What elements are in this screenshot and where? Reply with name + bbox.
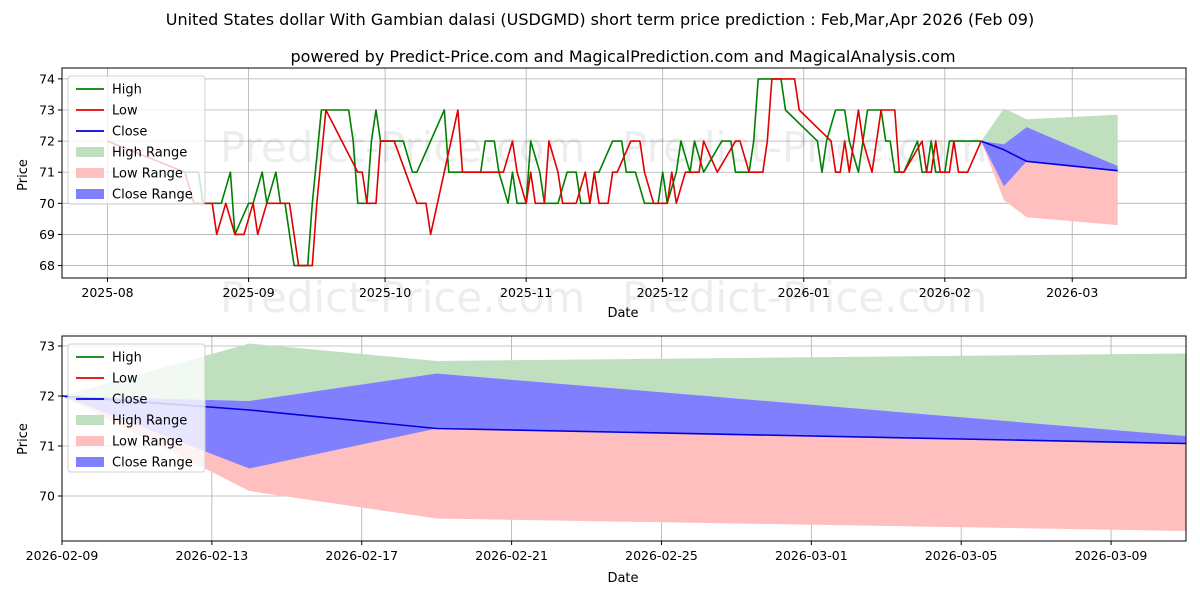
legend-label-high: High	[112, 351, 142, 366]
bottom-plot-frame	[61, 335, 1187, 542]
top-y-axis-label: Price	[16, 159, 31, 191]
top-watermarks: Predict-Price.com Predict-Price.com Pred…	[220, 123, 987, 322]
x-tick-label: 2026-03-01	[775, 548, 848, 563]
top-x-ticks: 2025-08 2025-09 2025-10 2025-11 2025-12 2026-…	[81, 278, 1098, 300]
close-range-area	[981, 127, 1118, 187]
legend-label-close_range: Close Range	[112, 188, 193, 203]
y-tick-label: 70	[39, 489, 55, 504]
low-range-area	[981, 141, 1118, 226]
legend-label-low_range: Low Range	[112, 167, 183, 182]
y-tick-label: 74	[39, 71, 55, 86]
x-tick-label: 2026-03-05	[925, 548, 998, 563]
legend-label-close: Close	[112, 125, 147, 140]
close-line	[980, 140, 1118, 172]
top-y-ticks: 68 69 70 71 72 73 74	[39, 71, 62, 273]
x-tick-label: 2026-03	[1046, 285, 1098, 300]
legend-label-low: Low	[112, 104, 138, 119]
x-tick-label: 2026-02-13	[176, 548, 249, 563]
y-tick-label: 72	[39, 134, 55, 149]
x-tick-label: 2026-02	[919, 285, 971, 300]
y-tick-label: 71	[39, 439, 55, 454]
top-forecast-areas	[981, 108, 1118, 226]
bottom-forecast-areas	[62, 343, 1186, 531]
x-tick-label: 2026-02-09	[26, 548, 99, 563]
bottom-legend: High Low Close High Range Low Range Close Ran…	[67, 343, 206, 473]
legend-label-high_range: High Range	[112, 146, 187, 161]
legend-swatch-close_range	[76, 457, 104, 467]
top-x-axis-label: Date	[607, 306, 638, 321]
high-line	[107, 78, 982, 267]
y-tick-label: 73	[39, 103, 55, 118]
low-line	[107, 78, 982, 267]
x-tick-label: 2026-02-21	[475, 548, 548, 563]
legend-label-close: Close	[112, 393, 147, 408]
x-tick-label: 2025-08	[81, 285, 133, 300]
high-range-area	[62, 343, 1186, 436]
y-tick-label: 70	[39, 196, 55, 211]
top-plot-frame	[61, 67, 1187, 279]
watermark-text: Predict-Price.com	[622, 273, 987, 322]
top-legend: High Low Close High Range Low Range Close Ran…	[67, 75, 206, 205]
x-tick-label: 2025-11	[500, 285, 552, 300]
y-tick-label: 72	[39, 389, 55, 404]
x-tick-label: 2026-01	[778, 285, 830, 300]
watermark-text: Predict-Price.com	[220, 273, 585, 322]
legend-label-high: High	[112, 83, 142, 98]
chart-subtitle: powered by Predict-Price.com and Magical…	[290, 47, 955, 66]
x-tick-label: 2026-03-09	[1075, 548, 1148, 563]
y-tick-label: 71	[39, 165, 55, 180]
bottom-y-ticks: 70 71 72 73	[39, 339, 62, 504]
top-price-lines	[107, 78, 1118, 267]
y-tick-label: 68	[39, 258, 55, 273]
x-tick-label: 2025-12	[637, 285, 689, 300]
chart-title: United States dollar With Gambian dalasi…	[166, 10, 1034, 29]
x-tick-label: 2026-02-17	[325, 548, 398, 563]
bottom-panel: Predict-Price.com Predict-Price.com 2026…	[16, 335, 1187, 586]
legend-swatch-low_range	[76, 436, 104, 446]
x-tick-label: 2025-09	[222, 285, 274, 300]
close-range-area	[62, 373, 1186, 469]
legend-swatch-high_range	[76, 147, 104, 157]
high-range-area	[981, 108, 1118, 166]
bottom-x-ticks: 2026-02-09 2026-02-13 2026-02-17 2026-02-21…	[26, 541, 1148, 563]
legend-label-close_range: Close Range	[112, 456, 193, 471]
low-range-area	[62, 396, 1186, 531]
y-tick-label: 69	[39, 227, 55, 242]
top-panel: Predict-Price.com Predict-Price.com Pred…	[16, 67, 1187, 322]
y-tick-label: 73	[39, 339, 55, 354]
x-tick-label: 2025-10	[359, 285, 411, 300]
legend-label-low: Low	[112, 372, 138, 387]
x-tick-label: 2026-02-25	[625, 548, 698, 563]
legend-swatch-low_range	[76, 168, 104, 178]
legend-label-high_range: High Range	[112, 414, 187, 429]
bottom-x-axis-label: Date	[607, 571, 638, 586]
legend-swatch-high_range	[76, 415, 104, 425]
legend-swatch-close_range	[76, 189, 104, 199]
legend-label-low_range: Low Range	[112, 435, 183, 450]
bottom-y-axis-label: Price	[16, 423, 31, 455]
